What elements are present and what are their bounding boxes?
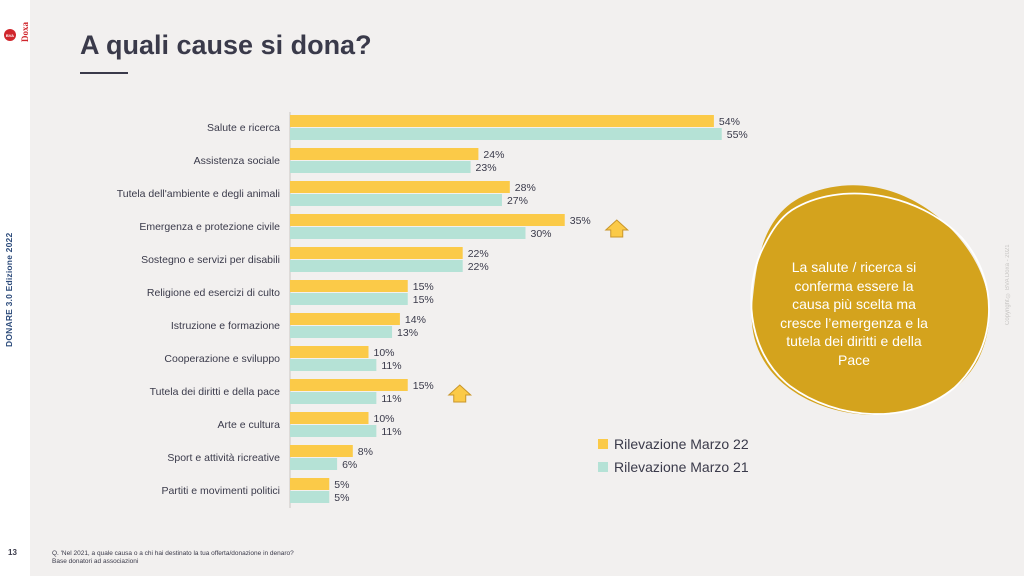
bar-marzo21-sostegno-e-servizi-per-disabili [290, 260, 463, 272]
bar-marzo21-arte-e-cultura [290, 425, 377, 437]
footnote-base: Base donatori ad associazioni [52, 558, 139, 565]
title-underline [80, 72, 128, 74]
value-label-marzo22-emergenza-e-protezione-civile: 35% [570, 215, 591, 227]
bar-marzo22-partiti-e-movimenti-politici [290, 478, 330, 490]
legend-swatch-marzo22 [598, 438, 608, 449]
value-label-marzo21-tutela-dei-diritti-e-della-pace: 11% [381, 393, 401, 405]
svg-text:BVA: BVA [6, 33, 14, 38]
left-strip: DONARE 3.0 Edizione 2022 13 [0, 0, 30, 576]
callout-blob [750, 185, 990, 415]
legend-label-marzo22: Rilevazione Marzo 22 [614, 435, 749, 452]
bar-marzo21-salute-e-ricerca [290, 128, 722, 140]
bar-marzo22-religione-ed-esercizi-di-culto [290, 280, 408, 292]
bar-marzo22-tutela-dei-diritti-e-della-pace [290, 379, 408, 391]
category-label-tutela-dei-diritti-e-della-pace: Tutela dei diritti e della pace [150, 386, 281, 398]
bar-marzo22-sport-e-attivita-ricreative [290, 445, 353, 457]
bar-marzo21-cooperazione-e-sviluppo [290, 359, 377, 371]
page-number: 13 [8, 548, 17, 557]
bar-marzo21-emergenza-e-protezione-civile [290, 227, 526, 239]
legend-item-marzo22: Rilevazione Marzo 22 [598, 432, 749, 455]
legend-label-marzo21: Rilevazione Marzo 21 [614, 458, 749, 475]
bva-doxa-logo: BVA Doxa [2, 22, 30, 48]
value-label-marzo22-tutela-dei-diritti-e-della-pace: 15% [413, 380, 434, 392]
value-label-marzo22-assistenza-sociale: 24% [483, 149, 504, 161]
bar-marzo21-tutela-dell-ambiente-e-degli-animali [290, 194, 502, 206]
value-label-marzo21-tutela-dell-ambiente-e-degli-animali: 27% [507, 195, 528, 207]
bar-marzo21-partiti-e-movimenti-politici [290, 491, 330, 503]
bar-marzo21-istruzione-e-formazione [290, 326, 393, 338]
value-label-marzo22-sport-e-attivita-ricreative: 8% [358, 446, 373, 458]
value-label-marzo21-sostegno-e-servizi-per-disabili: 22% [468, 261, 489, 273]
category-label-sostegno-e-servizi-per-disabili: Sostegno e servizi per disabili [141, 254, 280, 266]
category-label-arte-e-cultura: Arte e cultura [218, 419, 281, 431]
legend-swatch-marzo21 [598, 461, 608, 472]
bar-marzo21-tutela-dei-diritti-e-della-pace [290, 392, 377, 404]
page-title: A quali cause si dona? [80, 30, 372, 60]
category-label-sport-e-attivita-ricreative: Sport e attività ricreative [167, 452, 280, 464]
value-label-marzo21-cooperazione-e-sviluppo: 11% [381, 360, 401, 372]
category-label-tutela-dell-ambiente-e-degli-animali: Tutela dell'ambiente e degli animali [117, 188, 280, 200]
bar-marzo21-sport-e-attivita-ricreative [290, 458, 338, 470]
value-label-marzo22-istruzione-e-formazione: 14% [405, 314, 426, 326]
value-label-marzo22-religione-ed-esercizi-di-culto: 15% [413, 281, 434, 293]
value-label-marzo22-cooperazione-e-sviluppo: 10% [374, 347, 395, 359]
bar-marzo22-arte-e-cultura [290, 412, 369, 424]
bar-marzo22-assistenza-sociale [290, 148, 479, 160]
value-label-marzo21-salute-e-ricerca: 55% [727, 129, 748, 141]
bar-marzo22-sostegno-e-servizi-per-disabili [290, 247, 463, 259]
chart-legend: Rilevazione Marzo 22 Rilevazione Marzo 2… [598, 432, 749, 478]
value-label-marzo21-partiti-e-movimenti-politici: 5% [334, 492, 349, 504]
increase-arrow-icon-emergenza-e-protezione-civile [604, 219, 630, 238]
value-label-marzo21-religione-ed-esercizi-di-culto: 15% [413, 294, 434, 306]
bar-marzo22-emergenza-e-protezione-civile [290, 214, 565, 226]
footnote-question: Q. 'Nel 2021, a quale causa o a chi hai … [52, 550, 294, 557]
value-label-marzo22-tutela-dell-ambiente-e-degli-animali: 28% [515, 182, 536, 194]
copyright-text: Copyright © BVA Doxa - 2021 [1005, 244, 1011, 326]
bar-marzo22-salute-e-ricerca [290, 115, 714, 127]
bar-marzo22-cooperazione-e-sviluppo [290, 346, 369, 358]
category-label-assistenza-sociale: Assistenza sociale [194, 155, 281, 167]
category-label-cooperazione-e-sviluppo: Cooperazione e sviluppo [164, 353, 280, 365]
value-label-marzo22-arte-e-cultura: 10% [374, 413, 395, 425]
footnote: Q. 'Nel 2021, a quale causa o a chi hai … [52, 550, 294, 566]
category-label-partiti-e-movimenti-politici: Partiti e movimenti politici [162, 485, 280, 497]
value-label-marzo21-arte-e-cultura: 11% [381, 426, 401, 438]
legend-item-marzo21: Rilevazione Marzo 21 [598, 455, 749, 478]
bar-marzo22-tutela-dell-ambiente-e-degli-animali [290, 181, 510, 193]
value-label-marzo21-assistenza-sociale: 23% [476, 162, 497, 174]
bar-marzo22-istruzione-e-formazione [290, 313, 400, 325]
category-label-religione-ed-esercizi-di-culto: Religione ed esercizi di culto [147, 287, 280, 299]
callout-text: La salute / ricerca si conferma essere l… [780, 259, 928, 368]
value-label-marzo22-salute-e-ricerca: 54% [719, 116, 740, 128]
increase-arrow-icon-tutela-dei-diritti-e-della-pace [447, 384, 473, 403]
bar-marzo21-religione-ed-esercizi-di-culto [290, 293, 408, 305]
value-label-marzo22-partiti-e-movimenti-politici: 5% [334, 479, 349, 491]
value-label-marzo21-emergenza-e-protezione-civile: 30% [531, 228, 552, 240]
value-label-marzo21-sport-e-attivita-ricreative: 6% [342, 459, 357, 471]
category-label-istruzione-e-formazione: Istruzione e formazione [171, 320, 280, 332]
category-label-salute-e-ricerca: Salute e ricerca [207, 122, 280, 134]
bar-marzo21-assistenza-sociale [290, 161, 471, 173]
category-label-emergenza-e-protezione-civile: Emergenza e protezione civile [139, 221, 280, 233]
value-label-marzo21-istruzione-e-formazione: 13% [397, 327, 418, 339]
value-label-marzo22-sostegno-e-servizi-per-disabili: 22% [468, 248, 489, 260]
